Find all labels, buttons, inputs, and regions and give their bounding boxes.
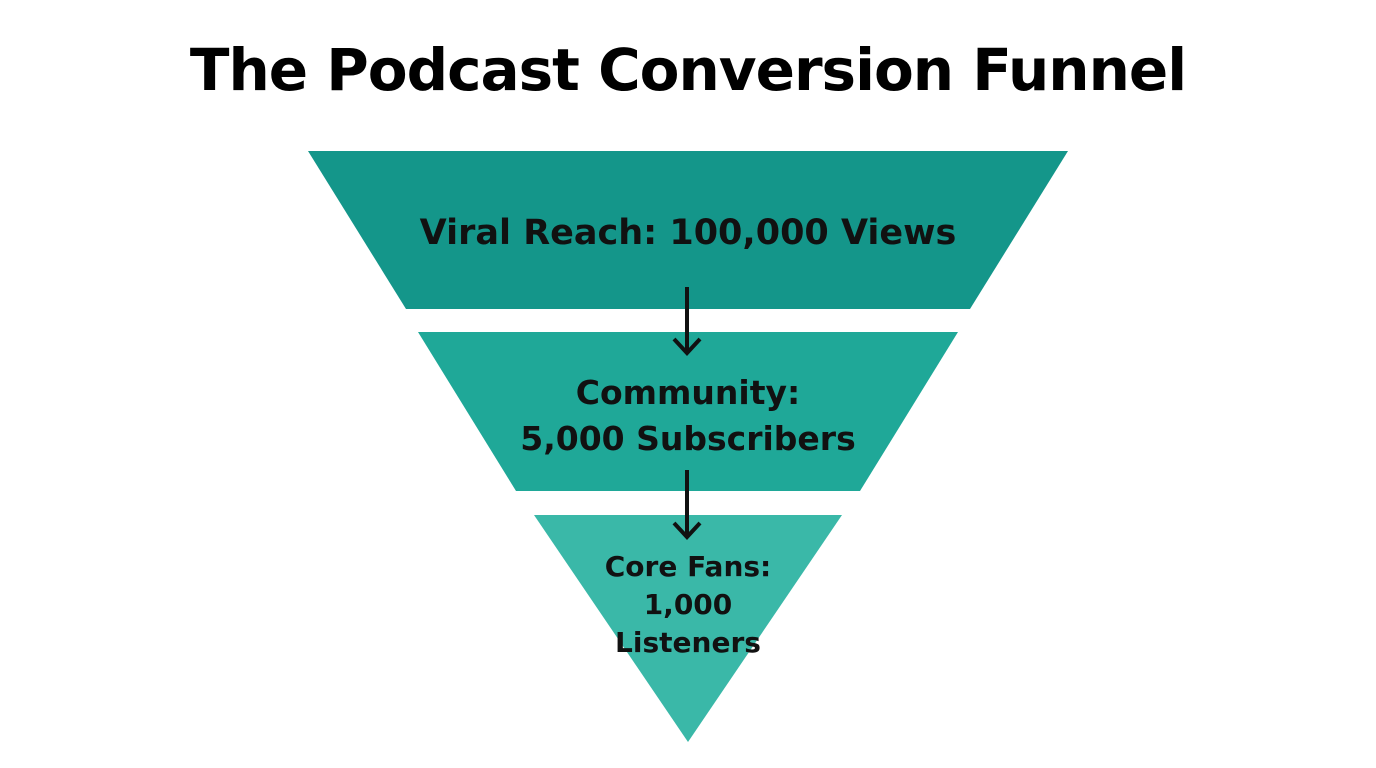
- stage-2-label-line1: Community:: [576, 373, 800, 412]
- funnel-stage-2: [418, 332, 958, 491]
- stage-3-label-line1: Core Fans:: [605, 550, 772, 583]
- page-title: The Podcast Conversion Funnel: [189, 36, 1187, 104]
- stage-3-label-line3: Listeners: [615, 626, 761, 659]
- funnel-stage-3: [534, 515, 842, 742]
- stage-2-label-line2: 5,000 Subscribers: [520, 419, 855, 458]
- arrow-1: [672, 287, 702, 356]
- arrow-2: [672, 470, 702, 540]
- stage-1-label: Viral Reach: 100,000 Views: [420, 213, 957, 253]
- stage-3-label-line2: 1,000: [644, 588, 733, 621]
- funnel-stage-1: [308, 151, 1068, 309]
